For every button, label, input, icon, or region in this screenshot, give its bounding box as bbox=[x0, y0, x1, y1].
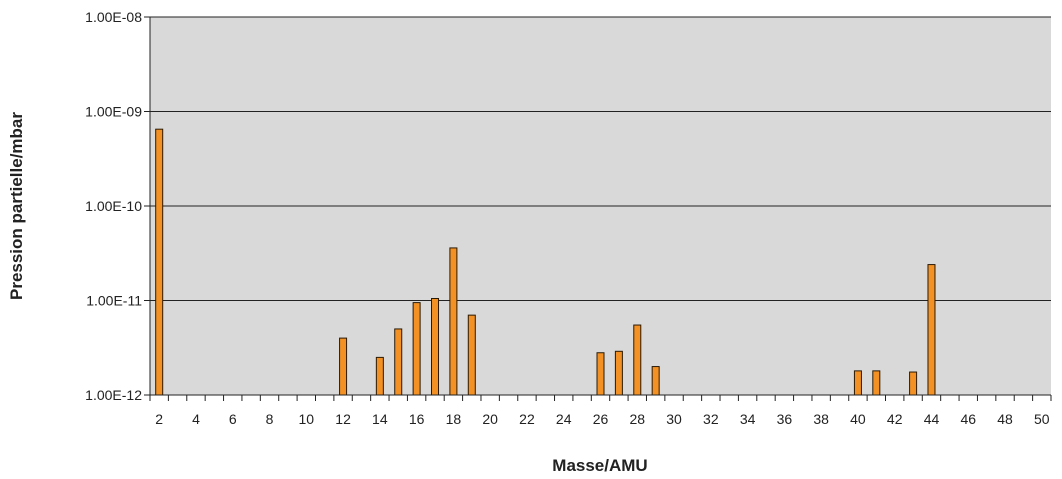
x-tick-label: 48 bbox=[997, 411, 1013, 427]
x-tick-label: 18 bbox=[446, 411, 462, 427]
bar-mass-44 bbox=[927, 264, 936, 396]
y-tick-label: 1.00E-09 bbox=[85, 104, 142, 120]
x-tick-label: 46 bbox=[960, 411, 976, 427]
bar-mass-26 bbox=[596, 352, 605, 396]
x-tick-label: 12 bbox=[335, 411, 351, 427]
x-tick-label: 10 bbox=[299, 411, 315, 427]
bar-mass-28 bbox=[633, 324, 642, 396]
bar-mass-40 bbox=[853, 370, 862, 396]
x-tick-label: 34 bbox=[740, 411, 756, 427]
x-tick-label: 6 bbox=[229, 411, 237, 427]
y-tick-label: 1.00E-08 bbox=[85, 9, 142, 25]
bar-mass-12 bbox=[339, 337, 348, 396]
x-tick-label: 36 bbox=[777, 411, 793, 427]
bar-mass-2 bbox=[155, 128, 164, 396]
x-tick-label: 24 bbox=[556, 411, 572, 427]
x-tick-label: 30 bbox=[666, 411, 682, 427]
bar-mass-15 bbox=[394, 328, 403, 396]
y-tick-label: 1.00E-10 bbox=[85, 198, 142, 214]
x-tick-label: 8 bbox=[266, 411, 274, 427]
x-tick-label: 44 bbox=[924, 411, 940, 427]
bar-mass-17 bbox=[431, 297, 440, 396]
bar-mass-27 bbox=[614, 350, 623, 396]
bar-mass-14 bbox=[375, 356, 384, 396]
gridlines bbox=[150, 16, 1051, 396]
x-tick-label: 14 bbox=[372, 411, 388, 427]
x-tick-label: 2 bbox=[155, 411, 163, 427]
x-tick-label: 38 bbox=[813, 411, 829, 427]
x-tick-label: 42 bbox=[887, 411, 903, 427]
bar-mass-43 bbox=[909, 371, 918, 396]
x-tick-label: 16 bbox=[409, 411, 425, 427]
x-tick-label: 32 bbox=[703, 411, 719, 427]
y-axis-label: Pression partielle/mbar bbox=[7, 112, 26, 300]
x-tick-labels: 2 4 6 8 10 12 14 16 18 20 22 24 26 28 30 32 34 36 38 40 42 44… bbox=[155, 411, 1050, 427]
bar-mass-41 bbox=[872, 370, 881, 396]
x-tick-label: 20 bbox=[482, 411, 498, 427]
y-tick-labels: 1.00E-08 1.00E-09 1.00E-10 1.00E-11 1.00E-12 bbox=[85, 9, 150, 403]
x-tick-label: 26 bbox=[593, 411, 609, 427]
x-tick-label: 4 bbox=[192, 411, 200, 427]
bar-mass-18 bbox=[449, 247, 458, 396]
y-tick-label: 1.00E-11 bbox=[86, 293, 142, 309]
x-tick-label: 28 bbox=[629, 411, 645, 427]
bar-mass-29 bbox=[651, 366, 660, 396]
x-axis-label: Masse/AMU bbox=[552, 456, 647, 475]
y-tick-label: 1.00E-12 bbox=[85, 387, 142, 403]
x-tick-label: 50 bbox=[1034, 411, 1050, 427]
bar-mass-19 bbox=[467, 314, 476, 396]
bar-mass-16 bbox=[412, 302, 421, 396]
x-tick-label: 40 bbox=[850, 411, 866, 427]
x-tick-label: 22 bbox=[519, 411, 535, 427]
axes bbox=[149, 17, 1052, 401]
